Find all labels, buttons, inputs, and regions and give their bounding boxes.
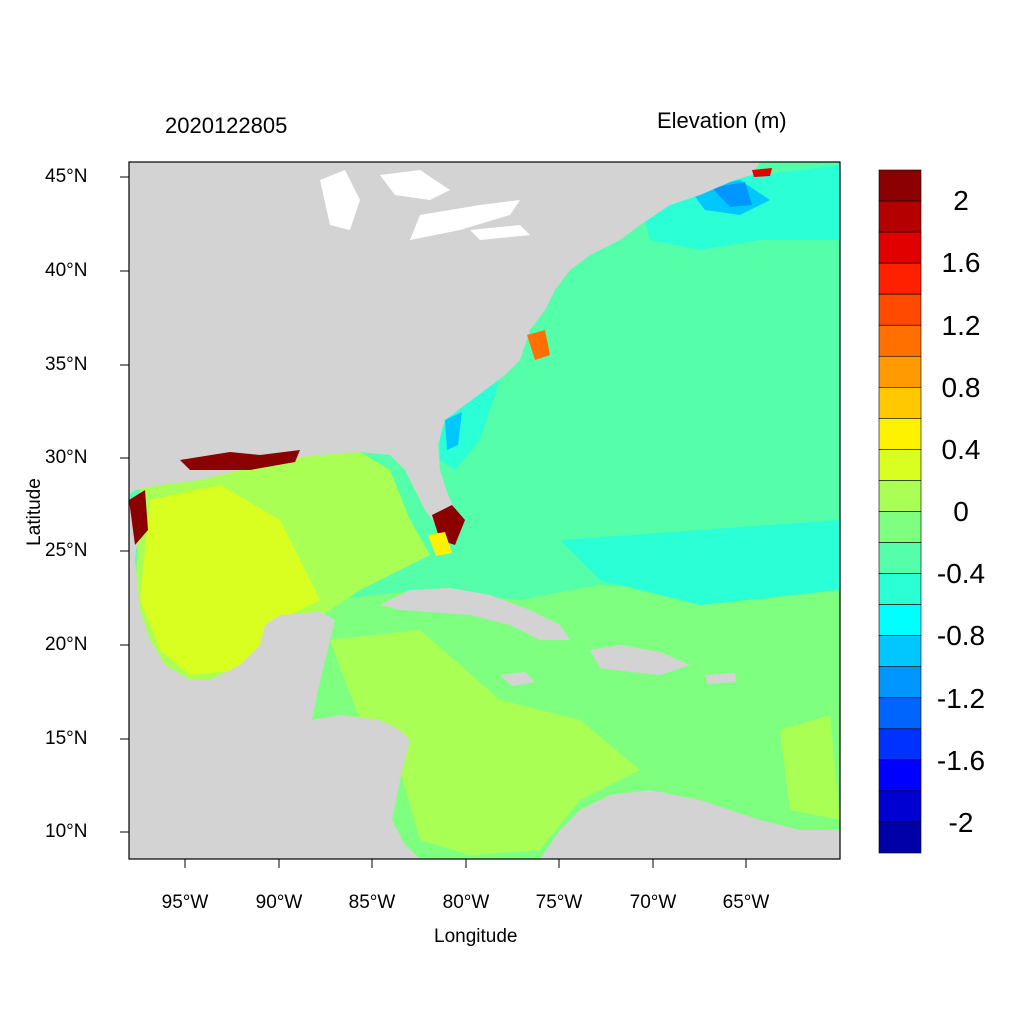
colorbar-segment [878,635,922,668]
florida-keys-surge [428,532,452,556]
y-tick-label: 25°N [45,540,88,561]
colorbar-label: -2 [948,807,974,838]
colorbar-segment [878,759,922,792]
colorbar-segment [878,293,922,326]
colorbar-segment [878,697,922,730]
colorbar-label: 0 [953,496,969,527]
y-axis-label: Latitude [24,478,45,546]
colorbar-label: 2 [953,185,969,216]
mexico-land [129,495,420,859]
south-america-land [540,790,840,859]
x-tick-label: 70°W [629,892,677,913]
y-tick-label: 40°N [45,260,88,281]
timestamp-title: 2020122805 [165,113,288,138]
colorbar-label: -0.8 [936,620,986,651]
colorbar-label: 0.4 [941,434,981,465]
x-tick-label: 85°W [348,892,396,913]
y-tick-label: 45°N [45,166,88,187]
colorbar-segment [878,790,922,823]
x-tick-label: 65°W [722,892,770,913]
colorbar-segment [878,169,922,202]
colorbar-segment [878,418,922,450]
colorbar-segment [878,821,922,854]
colorbar [878,169,922,854]
x-tick-marks [184,859,747,868]
hispaniola-land [590,645,690,675]
colorbar-segment [878,511,922,543]
atlantic-south-zone [560,520,840,605]
colorbar-label: 1.6 [941,247,981,278]
y-tick-label: 10°N [45,821,88,842]
south-caribbean-anomaly [330,630,640,855]
colorbar-segment [878,449,922,481]
colorbar-label: -1.6 [936,745,986,776]
colorbar-label: 0.8 [941,372,981,403]
x-tick-label: 75°W [535,892,583,913]
colorbar-segment [878,542,922,574]
cuba-land [380,588,570,640]
southeast-shelf-low [445,412,462,450]
colorbar-segment [878,573,922,605]
colorbar-segment [878,387,922,419]
y-tick-marks [120,176,129,833]
colorbar-label: -1.2 [936,683,986,714]
louisiana-surge [180,450,300,470]
colorbar-segment [878,355,922,388]
puerto-rico-land [705,673,736,684]
southeast-shelf-zone [440,380,500,470]
plot-frame [128,161,841,860]
gulf-of-maine-deep [712,182,752,207]
colorbar-label: -0.4 [936,558,986,589]
colorbar-segment [878,666,922,699]
nova-scotia-surge [752,168,772,177]
x-tick-label: 90°W [255,892,303,913]
colorbar-segment [878,200,922,233]
colorbar-segment [878,604,922,636]
x-tick-label: 80°W [442,892,490,913]
y-tick-label: 30°N [45,447,88,468]
great-lakes [320,170,530,240]
lesser-antilles-anomaly [780,715,840,820]
x-axis-label: Longitude [434,926,518,947]
y-tick-label: 20°N [45,634,88,655]
north-america-land [129,162,760,535]
variable-title: Elevation (m) [657,108,787,133]
colorbar-segment [878,262,922,295]
colorbar-segment [878,231,922,264]
texas-surge [129,490,148,545]
y-tick-label: 35°N [45,354,88,375]
x-tick-label: 95°W [161,892,209,913]
colorbar-label: 1.2 [941,310,981,341]
colorbar-segment [878,324,922,357]
colorbar-segment [878,728,922,761]
colorbar-segment [878,480,922,512]
y-tick-label: 15°N [45,728,88,749]
carolina-surge [527,330,550,360]
jamaica-land [500,672,535,686]
